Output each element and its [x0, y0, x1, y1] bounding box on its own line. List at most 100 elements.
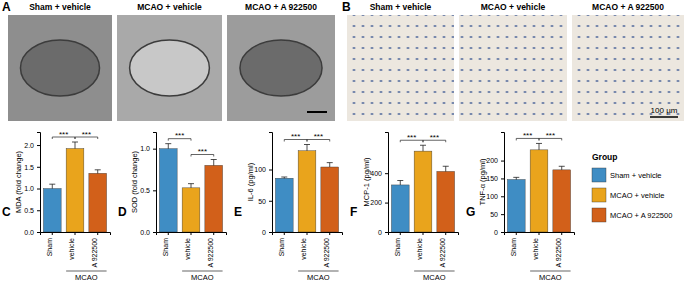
y-tick-label: 400: [370, 170, 382, 177]
x-tick-label: A 922500: [439, 238, 446, 268]
scale-bar-label: 100 µm: [651, 106, 678, 115]
x-tick-label: Sham: [510, 238, 517, 256]
legend-label: MCAO + A 922500: [610, 211, 672, 220]
x-tick: vehicle: [416, 232, 423, 260]
x-tick-mark: [307, 232, 308, 235]
x-tick: A 922500: [91, 232, 98, 268]
x-tick-mark: [400, 232, 401, 235]
y-axis-line: [269, 133, 273, 233]
chart: FMCP-1 (pg/ml)0200400ShamvehicleA 922500…: [350, 133, 459, 282]
group-line: [182, 271, 222, 272]
y-tick: 0: [262, 229, 272, 236]
y-tick: 1.0: [24, 185, 40, 192]
y-tick-label: 0: [262, 229, 266, 236]
y-axis: 050100: [254, 133, 272, 236]
x-tick-mark: [561, 232, 562, 235]
y-tick-label: 100: [486, 193, 498, 200]
panel-label: D: [118, 205, 127, 219]
x-axis-line: [41, 233, 111, 236]
y-tick-label: 0.5: [24, 207, 34, 214]
x-tick-mark: [284, 232, 285, 235]
y-tick-label: 200: [370, 199, 382, 206]
x-tick-label: vehicle: [416, 238, 423, 260]
significance-label: ***: [314, 132, 323, 141]
plot-area: [275, 145, 338, 233]
image: [572, 15, 684, 121]
image: [227, 15, 335, 121]
y-tick-mark: [153, 232, 156, 233]
plot-area: [43, 142, 106, 232]
x-tick-mark: [445, 232, 446, 235]
group-line: [530, 271, 570, 272]
x-tick-mark: [423, 232, 424, 235]
y-tick-mark: [269, 170, 272, 171]
x-tick-mark: [97, 232, 98, 235]
error-cap: [397, 180, 403, 181]
y-tick-mark: [501, 196, 504, 197]
chart: CMDA (fold change)0.00.51.01.52.0Shamveh…: [2, 130, 111, 282]
x-tick-label: A 922500: [555, 238, 562, 268]
group-line: [66, 271, 106, 272]
bar: [321, 167, 339, 232]
y-tick-label: 150: [486, 175, 498, 182]
group-label: MCAO: [423, 273, 446, 282]
x-tick-mark: [329, 232, 330, 235]
x-tick: Sham: [394, 232, 401, 256]
y-tick-mark: [501, 161, 504, 162]
x-axis: Sham vehicle A 922500: [157, 232, 227, 268]
x-tick: vehicle: [300, 232, 307, 260]
significance-label: ***: [546, 131, 555, 140]
y-tick-mark: [37, 145, 40, 146]
significance-label: ***: [523, 131, 532, 140]
y-tick: 100: [486, 193, 504, 200]
y-tick-mark: [153, 190, 156, 191]
y-tick: 2.0: [24, 142, 40, 149]
x-tick-mark: [191, 232, 192, 235]
y-axis: 0 200 400: [370, 133, 388, 236]
y-tick-label: 200: [486, 157, 498, 164]
plot-area: [391, 145, 454, 232]
x-tick: A 922500: [207, 232, 214, 268]
x-tick-mark: [213, 232, 214, 235]
x-tick: vehicle: [532, 232, 539, 260]
x-tick-mark: [539, 232, 540, 235]
y-tick-mark: [501, 178, 504, 179]
x-tick: A 922500: [323, 232, 330, 268]
y-tick-label: 1.5: [24, 164, 34, 171]
y-axis: 0.00.51.0: [140, 133, 156, 236]
y-axis-line: [153, 133, 157, 233]
x-tick-mark: [516, 232, 517, 235]
x-tick-label: vehicle: [300, 238, 307, 260]
bar: [507, 180, 525, 233]
x-tick: Sham: [46, 232, 53, 256]
x-tick: Sham: [162, 232, 169, 256]
y-tick-mark: [385, 173, 388, 174]
figure: A Sham + vehicle MCAO + vehicle MCAO + A 92…: [0, 0, 685, 282]
group-label: MCAO: [75, 273, 98, 282]
image-title: Sham + vehicle: [29, 2, 91, 12]
x-tick-label: Sham: [46, 238, 53, 256]
x-tick-label: vehicle: [184, 238, 191, 260]
plot-area: [159, 144, 222, 232]
y-tick-mark: [37, 167, 40, 168]
y-tick-mark: [385, 232, 388, 233]
y-tick: 0.0: [140, 229, 156, 236]
significance-label: ***: [407, 133, 416, 142]
y-tick-label: 1.0: [140, 145, 150, 152]
panel-label: A: [2, 0, 11, 14]
chart: DSOD (fold change)0.00.51.0ShamvehicleA …: [118, 131, 227, 282]
significance-label: ***: [175, 131, 184, 140]
image-title: MCAO + vehicle: [481, 2, 546, 12]
x-axis: ShamvehicleA 922500: [273, 232, 343, 268]
x-axis: ShamvehicleA 922500: [41, 232, 111, 268]
y-tick: 0: [378, 229, 388, 236]
y-tick-label: 50: [258, 197, 266, 204]
error-cap: [188, 183, 194, 184]
image-title: MCAO + A 922500: [592, 2, 664, 12]
panel-label: B: [342, 0, 351, 14]
error-cap: [95, 169, 101, 170]
error-cap: [559, 166, 565, 167]
x-axis-line: [273, 233, 343, 236]
error-cap: [49, 184, 55, 185]
y-tick-mark: [501, 214, 504, 215]
